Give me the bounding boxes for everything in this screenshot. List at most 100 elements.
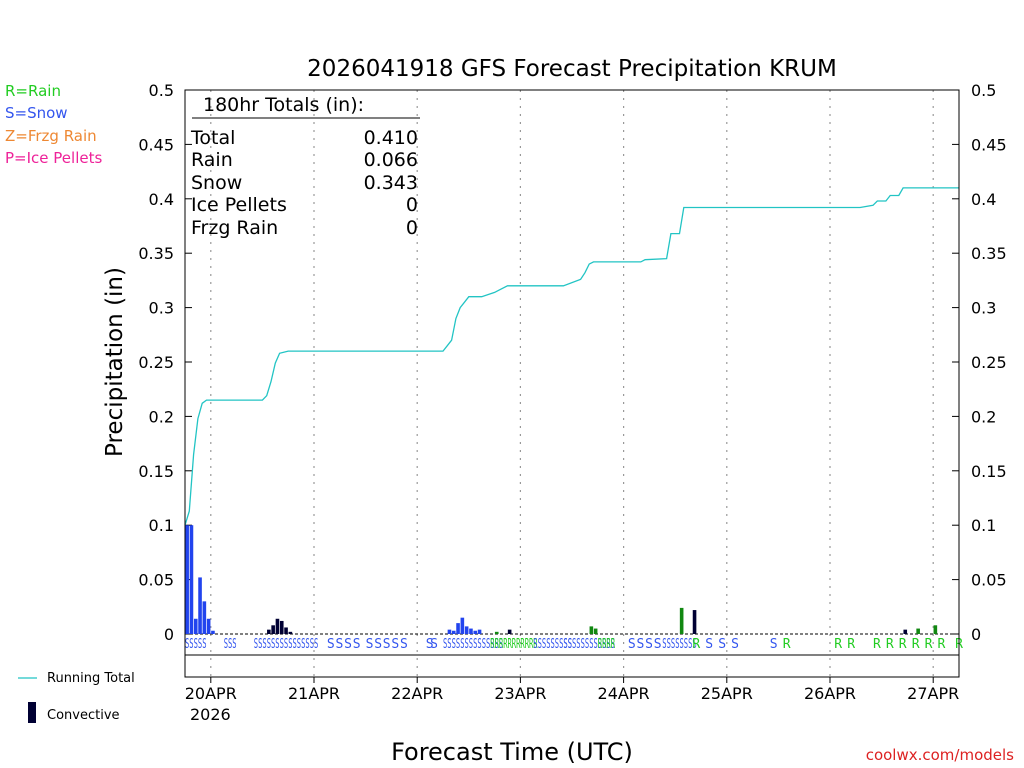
precip-bar bbox=[903, 629, 908, 634]
precip-type-marks: SSSSS SSS SSSSSSSSSSSSSSS S S S S S S S S S SS SSSSSS… bbox=[185, 637, 963, 652]
y-tick-label: 0.25 bbox=[138, 353, 174, 372]
precip-bar bbox=[202, 601, 207, 634]
precip-bar bbox=[451, 630, 456, 634]
totals-freezing-rain-value: 0 bbox=[406, 217, 418, 239]
precip-type-mark: SSSSS bbox=[185, 637, 207, 652]
precip-type-mark: S bbox=[628, 637, 636, 652]
running-total-legend-label: Running Total bbox=[47, 671, 135, 686]
precip-bar bbox=[477, 629, 482, 634]
precip-type-mark: S bbox=[426, 637, 434, 652]
precip-type-mark: SSSSSSSSSSSSSS bbox=[443, 637, 503, 652]
precip-type-mark: R bbox=[938, 637, 946, 652]
precip-bar bbox=[589, 626, 594, 634]
precip-type-mark: R bbox=[899, 637, 907, 652]
y-tick-label-right: 0.2 bbox=[971, 407, 996, 426]
running-total-line bbox=[184, 187, 959, 526]
y-tick-label: 0.2 bbox=[149, 407, 174, 426]
precip-type-mark: S bbox=[344, 637, 352, 652]
precip-bar bbox=[933, 625, 938, 634]
precip-bar bbox=[189, 525, 194, 634]
precip-type-mark: S bbox=[400, 637, 408, 652]
precip-bars bbox=[185, 525, 938, 634]
precip-bar bbox=[473, 630, 478, 634]
precip-bar bbox=[494, 631, 499, 634]
totals-header: 180hr Totals (in): bbox=[203, 94, 364, 116]
totals-total-value: 0.410 bbox=[364, 127, 418, 149]
precip-type-mark: R bbox=[912, 637, 920, 652]
precip-bar bbox=[185, 525, 189, 634]
x-tick-label: 22APR bbox=[391, 684, 443, 703]
precip-type-mark: SSSSSSSS bbox=[662, 637, 696, 652]
x-tick-label: 21APR bbox=[288, 684, 340, 703]
precip-bar bbox=[271, 625, 275, 634]
totals-ice-pellets-label: Ice Pellets bbox=[191, 194, 287, 216]
precip-type-mark: S bbox=[366, 637, 374, 652]
precip-type-mark: R bbox=[847, 637, 855, 652]
series-legend: Running Total Convective bbox=[18, 671, 135, 723]
chart-title: 2026041918 GFS Forecast Precipitation KR… bbox=[307, 56, 837, 82]
legend-rain: R=Rain bbox=[5, 82, 61, 100]
precip-type-mark: S bbox=[770, 637, 778, 652]
precip-type-mark: S bbox=[645, 637, 653, 652]
x-tick-label: 25APR bbox=[701, 684, 753, 703]
precip-type-mark: S bbox=[731, 637, 739, 652]
x-tick-label: 24APR bbox=[598, 684, 650, 703]
plot-frame bbox=[184, 89, 960, 678]
convective-legend-swatch bbox=[28, 702, 36, 723]
precip-bar bbox=[267, 629, 271, 634]
precip-type-mark: SSSSSSSSS bbox=[533, 637, 572, 652]
y-tick-label: 0.45 bbox=[138, 135, 174, 154]
precip-bar bbox=[469, 628, 473, 634]
totals-snow-label: Snow bbox=[191, 172, 242, 194]
y-tick-label: 0.05 bbox=[138, 571, 174, 590]
precip-bar bbox=[206, 618, 211, 634]
precip-bar bbox=[279, 620, 284, 634]
year-label: 2026 bbox=[190, 705, 231, 724]
precip-type-mark: R bbox=[834, 637, 842, 652]
y-tick-label-right: 0.1 bbox=[971, 516, 996, 535]
y-tick-label: 0 bbox=[164, 625, 174, 644]
legend-ice-pellets: P=Ice Pellets bbox=[5, 149, 102, 167]
x-tick-label: 26APR bbox=[804, 684, 856, 703]
precip-bar bbox=[193, 618, 198, 634]
y-tick-label-right: 0 bbox=[971, 625, 981, 644]
x-axis: 20APR 21APR 22APR 23APR 24APR 25APR 26APR 27APR bbox=[185, 677, 959, 703]
precip-bar bbox=[460, 617, 465, 634]
totals-snow-value: 0.343 bbox=[364, 172, 418, 194]
y-tick-label-right: 0.35 bbox=[971, 244, 1007, 263]
y-tick-label-right: 0.25 bbox=[971, 353, 1007, 372]
totals-total-label: Total bbox=[190, 127, 235, 149]
precip-bar bbox=[593, 628, 598, 634]
precip-type-mark: S bbox=[327, 637, 335, 652]
precip-type-mark: S bbox=[430, 637, 438, 652]
precip-type-mark: RRRRRRRRRRR bbox=[490, 637, 537, 652]
x-axis-label: Forecast Time (UTC) bbox=[391, 738, 633, 766]
legend-snow: S=Snow bbox=[5, 104, 68, 122]
totals-box: 180hr Totals (in): Total 0.410 Rain 0.06… bbox=[190, 94, 420, 239]
precip-bar bbox=[464, 626, 469, 634]
precip-type-mark: S bbox=[637, 637, 645, 652]
x-tick-label: 23APR bbox=[494, 684, 546, 703]
precip-bar bbox=[692, 610, 697, 634]
precip-bar bbox=[211, 630, 215, 634]
precip-type-mark: S bbox=[718, 637, 726, 652]
precip-bar bbox=[288, 631, 293, 634]
totals-rain-value: 0.066 bbox=[364, 149, 418, 171]
x-tick-label: 20APR bbox=[185, 684, 237, 703]
totals-ice-pellets-value: 0 bbox=[406, 194, 418, 216]
precip-type-mark: SSSSSSSSSSSSSSS bbox=[254, 637, 318, 652]
precip-bar bbox=[198, 577, 202, 634]
precip-type-mark: S bbox=[654, 637, 662, 652]
precip-type-mark: SSS bbox=[224, 637, 237, 652]
precip-type-mark: S bbox=[705, 637, 713, 652]
y-axis-label: Precipitation (in) bbox=[102, 267, 128, 457]
totals-freezing-rain-label: Frzg Rain bbox=[191, 217, 278, 239]
precip-type-mark: S bbox=[353, 637, 361, 652]
y-tick-label: 0.5 bbox=[149, 81, 174, 100]
y-tick-label-right: 0.5 bbox=[971, 81, 996, 100]
y-axis-right: 0 0.05 0.1 0.15 0.2 0.25 0.3 0.35 0.4 0.45 0.5 bbox=[952, 81, 1007, 644]
precip-type-mark: S bbox=[336, 637, 344, 652]
y-axis-left: 0 0.05 0.1 0.15 0.2 0.25 0.3 0.35 0.4 0.45 0.5 bbox=[138, 81, 192, 644]
credit-text: coolwx.com/models bbox=[866, 746, 1014, 764]
